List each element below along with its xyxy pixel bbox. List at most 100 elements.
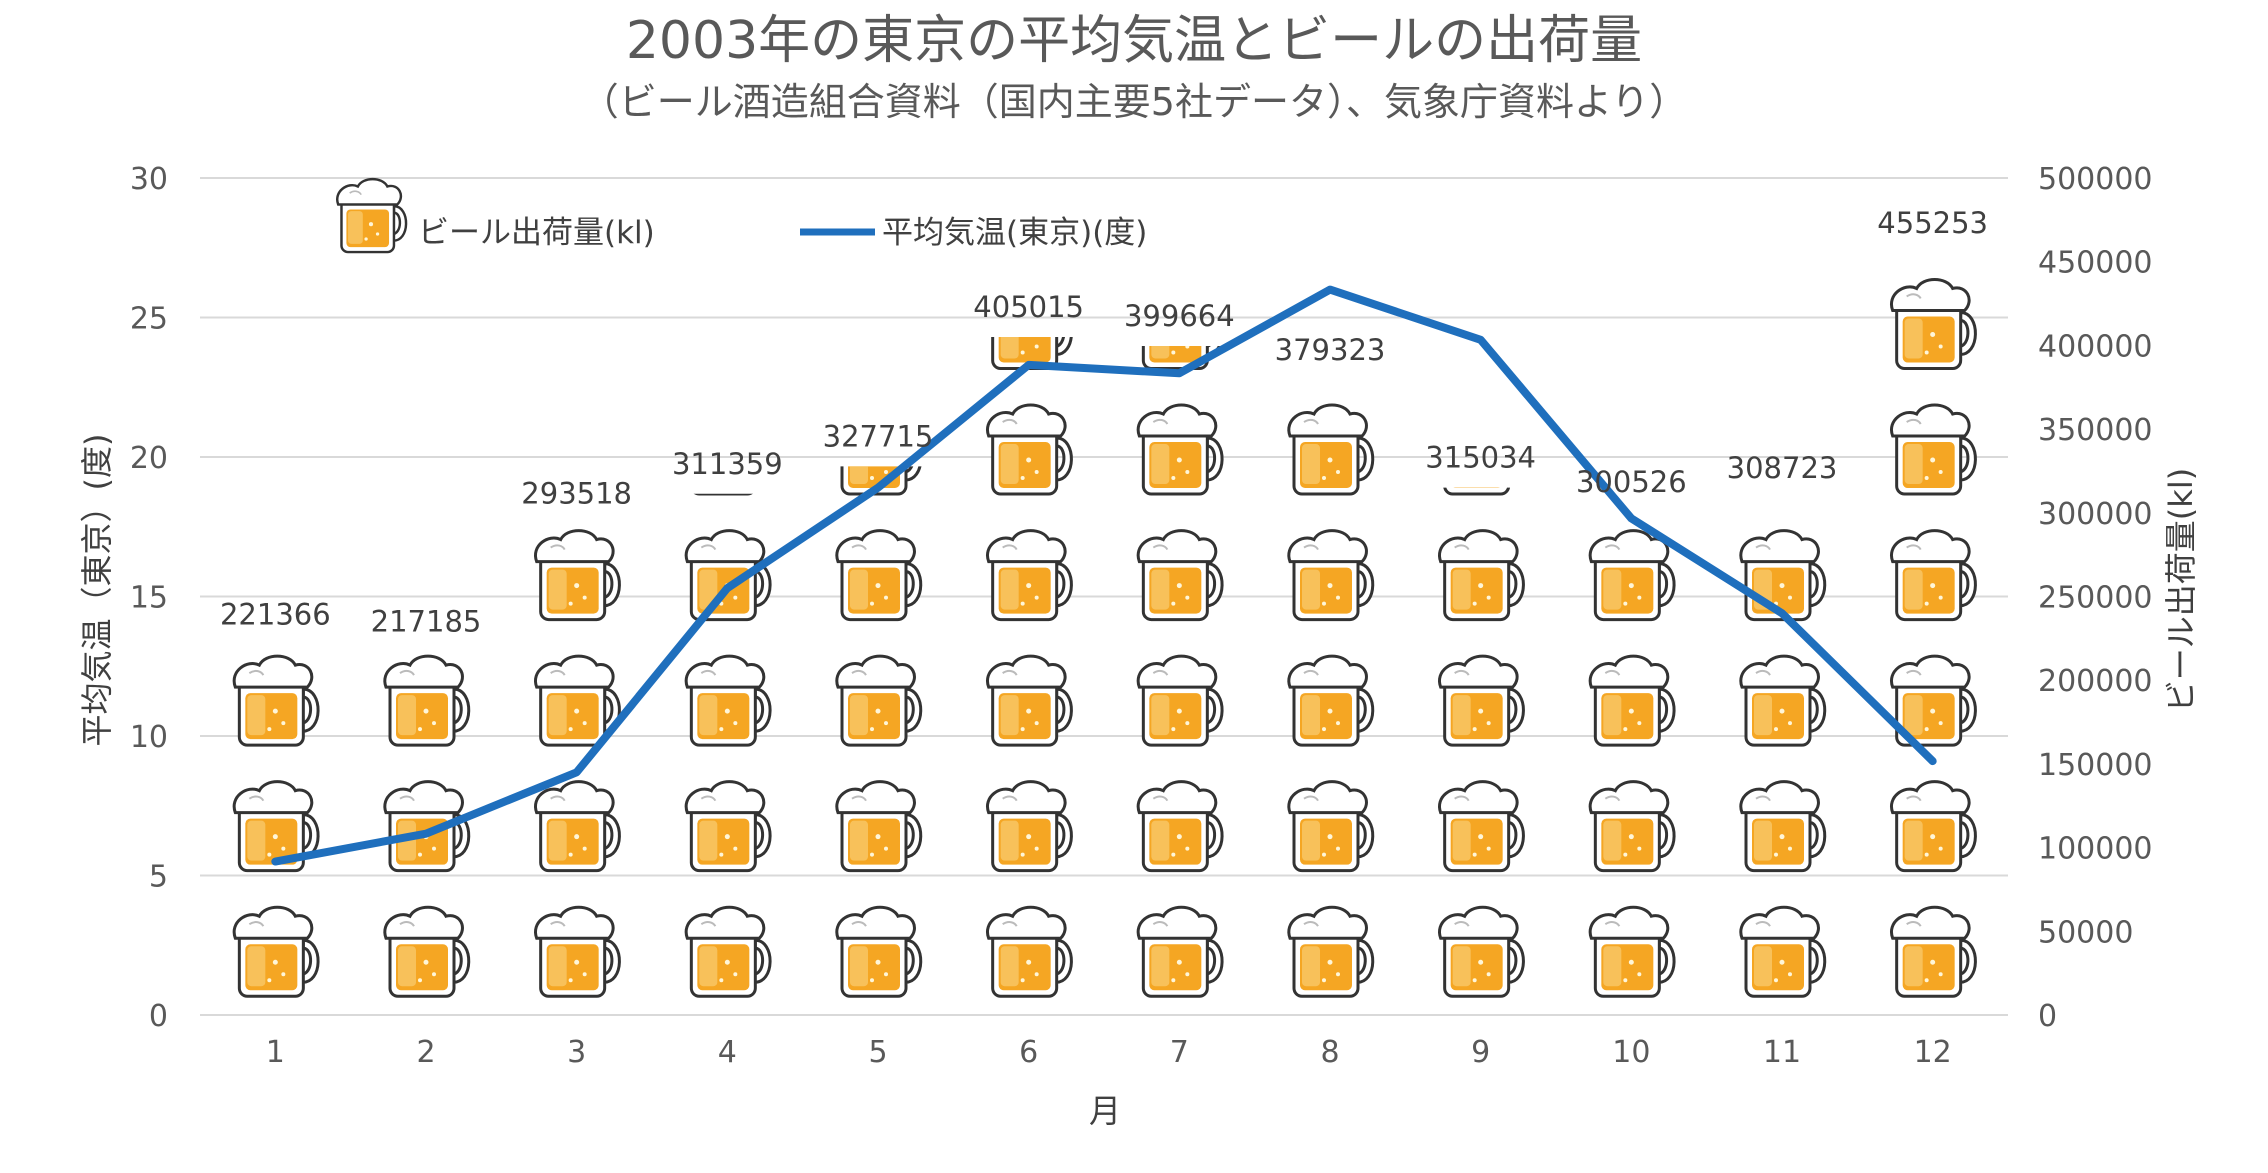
beer-mug-icon [985,654,1074,748]
beer-mug-icon [382,779,471,873]
beer-mug-icon [1286,654,1375,748]
beer-mug-icon [1588,528,1676,622]
beer-bar [684,493,772,999]
left-tick-label: 25 [130,302,168,337]
x-tick-label: 6 [1019,1035,1038,1070]
bar-data-label: 300526 [1576,465,1687,499]
left-tick-label: 15 [130,581,168,616]
beer-mug-icon [232,654,320,748]
right-axis-title: ビール出荷量(kl) [2162,468,2200,712]
legend-temperature-label: 平均気温(東京)(度) [882,215,1147,251]
beer-mug-icon [1286,905,1375,999]
right-tick-label: 250000 [2038,581,2153,616]
x-tick-label: 8 [1320,1035,1339,1070]
x-tick-label: 5 [868,1035,887,1070]
right-axis-ticks: 0 50000 100000 150000 200000 250000 300000 3500… [2038,162,2153,1034]
beer-mug-icon [1136,528,1224,622]
x-tick-label: 2 [416,1035,435,1070]
left-axis-ticks: 0 5 10 15 20 25 30 [130,162,168,1034]
bar-data-label: 308723 [1727,451,1838,485]
beer-mug-icon [1286,779,1375,873]
beer-mug-icon [985,779,1074,873]
x-tick-label: 12 [1914,1035,1952,1070]
bar-data-label: 293518 [521,477,632,511]
bar-data-label: 405015 [973,290,1084,324]
beer-mug-icon [1738,905,1827,999]
right-tick-label: 350000 [2038,413,2153,448]
beer-mug-icon [1437,528,1526,622]
beer-bar [232,654,320,999]
beer-mug-icon [1889,277,1978,371]
x-axis-title: 月 [1089,1092,1121,1130]
right-tick-label: 150000 [2038,748,2153,783]
bar-data-label: 217185 [371,604,482,638]
beer-mug-icon [684,779,772,873]
beer-mug-icon [684,654,772,748]
beer-mug-icon [985,403,1074,496]
beer-mug-icon [1437,905,1526,999]
beer-mug-icon [985,905,1074,999]
right-tick-label: 100000 [2038,832,2153,867]
bar-data-label: 311359 [672,447,783,481]
x-tick-label: 4 [718,1035,737,1070]
beer-bar [1286,403,1375,999]
beer-mug-icon [382,905,471,999]
bar-data-label: 327715 [823,419,934,453]
beer-bar [533,528,622,999]
beer-mug-icon [684,528,772,622]
beer-mug-icon [1889,779,1978,873]
beer-mug-icon [1136,654,1224,748]
beer-bar [1136,345,1224,999]
gridlines [200,177,2008,1016]
beer-mug-icon [1588,779,1676,873]
beer-mug-icon [834,654,923,748]
beer-bar [834,466,923,999]
x-tick-label: 9 [1471,1035,1490,1070]
beer-mug-icon [834,779,923,873]
chart-title: 2003年の東京の平均気温とビールの出荷量 [626,11,1642,71]
x-tick-label: 1 [266,1035,285,1070]
beer-bar [1738,528,1827,999]
right-tick-label: 200000 [2038,664,2153,699]
beer-mug-icon [382,654,471,748]
beer-mug-icon [684,905,772,999]
beer-mug-icon [1738,654,1827,748]
left-tick-label: 5 [149,860,168,895]
beer-mug-icon [1588,905,1676,999]
beer-mug-icon [533,779,622,873]
x-axis-ticks: 1 2 3 4 5 6 7 8 9 10 11 12 [266,1035,1952,1070]
beer-mug-icon [1738,528,1827,622]
legend-beer-mug-icon [335,177,408,254]
beer-mug-icon [1136,403,1224,496]
beer-mug-icon [1286,403,1375,496]
data-labels: 221366 217185 293518 311359 327715 405015 3996… [220,206,1988,639]
x-tick-label: 10 [1612,1035,1650,1070]
bar-data-label: 379323 [1275,333,1386,367]
left-tick-label: 0 [149,999,168,1034]
bar-data-label: 399664 [1124,299,1235,333]
temperature-line [271,285,1937,866]
beer-mug-icon [533,905,622,999]
beer-mug-icon [1286,528,1375,622]
right-tick-label: 50000 [2038,915,2133,950]
beer-mug-icon [1437,654,1526,748]
bar-data-label: 455253 [1877,206,1988,240]
beer-bar [382,654,471,999]
left-tick-label: 30 [130,162,168,197]
right-tick-label: 450000 [2038,246,2153,281]
left-axis-title: 平均気温（東京）(度) [78,434,116,747]
bar-data-label: 315034 [1425,441,1536,475]
beer-mug-icon [1889,905,1978,999]
legend-beer-label: ビール出荷量(kl) [418,215,655,251]
beer-mug-icon [1136,779,1224,873]
beer-mug-icon [533,528,622,622]
beer-mug-icon [985,528,1074,622]
right-tick-label: 500000 [2038,162,2153,197]
beer-bar [1889,277,1978,999]
x-tick-label: 11 [1763,1035,1801,1070]
legend: ビール出荷量(kl) 平均気温(東京)(度) [335,177,1147,254]
beer-mug-icon [834,528,923,622]
beer-mug-icon [834,905,923,999]
beer-mug-icon [1437,779,1526,873]
x-tick-label: 7 [1170,1035,1189,1070]
